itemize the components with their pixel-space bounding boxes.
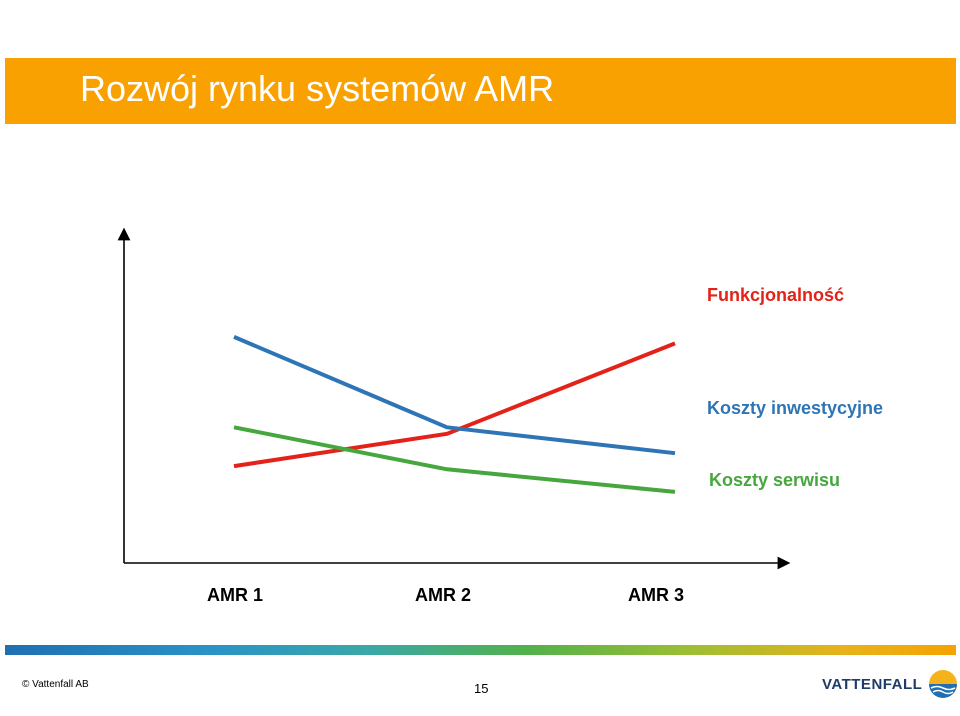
footer-color-strip: [5, 645, 956, 655]
series-line-2: [233, 335, 676, 456]
category-label-3: AMR 3: [628, 585, 684, 605]
vattenfall-sun-icon: [929, 670, 958, 698]
series-label-3: Koszty serwisu: [709, 470, 840, 490]
series-layer: [233, 335, 676, 494]
page-title: Rozwój rynku systemów AMR: [80, 68, 555, 109]
series-label-2: Koszty inwestycyjne: [707, 398, 883, 418]
label-layer: Funkcjonalność Koszty inwestycyjne Koszty …: [207, 285, 883, 605]
vattenfall-logo: VATTENFALL: [822, 668, 958, 700]
series-label-1: Funkcjonalność: [707, 285, 844, 305]
category-label-2: AMR 2: [415, 585, 471, 605]
page-number: 15: [474, 681, 489, 696]
logo-text: VATTENFALL: [822, 675, 923, 693]
series-line-3: [233, 425, 676, 494]
series-line-1: [233, 341, 676, 469]
category-label-1: AMR 1: [207, 585, 263, 605]
title-bar: Rozwój rynku systemów AMR: [5, 58, 956, 124]
copyright-text: © Vattenfall AB: [22, 679, 89, 690]
